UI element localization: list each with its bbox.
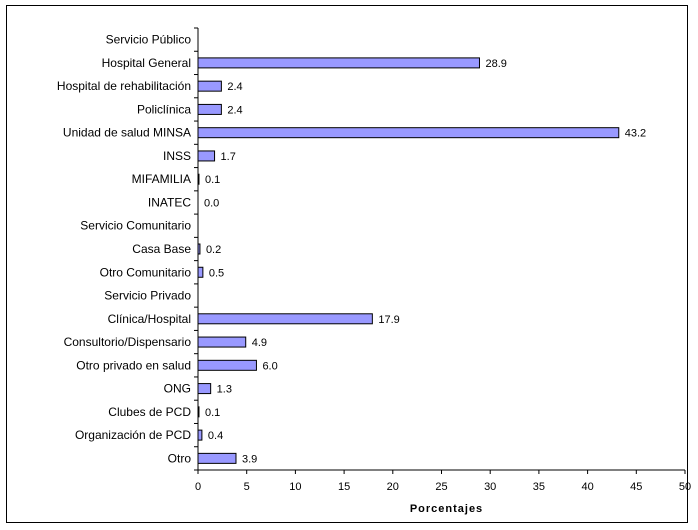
category-label-ong: ONG: [164, 382, 191, 396]
category-label-consultorio-dispensario: Consultorio/Dispensario: [64, 335, 192, 349]
bar-unidad-de-salud-minsa: [197, 127, 620, 139]
x-tick-label-5: 5: [244, 481, 250, 493]
x-tick-label-25: 25: [435, 481, 447, 493]
x-tick-label-20: 20: [387, 481, 399, 493]
x-tick-label-40: 40: [581, 481, 593, 493]
data-label-hospital-general: 28.9: [485, 58, 506, 70]
data-label-clubes-de-pcd: 0.1: [205, 407, 220, 419]
data-label-otro: 3.9: [242, 453, 257, 465]
category-label-organizacion-de-pcd: Organización de PCD: [75, 428, 191, 442]
bars-layer: [197, 57, 620, 464]
category-label-mifamilia: MIFAMILIA: [132, 172, 191, 186]
data-label-unidad-de-salud-minsa: 43.2: [625, 128, 646, 140]
bar-consultorio-dispensario: [197, 336, 247, 348]
category-label-hospital-general: Hospital General: [102, 56, 191, 70]
x-tick-label-15: 15: [338, 481, 350, 493]
data-label-otro-comunitario: 0.5: [209, 267, 224, 279]
data-label-otro-privado-en-salud: 6.0: [262, 360, 277, 372]
x-tick-label-30: 30: [484, 481, 496, 493]
category-label-servicio-publico: Servicio Público: [106, 33, 192, 47]
data-label-ong: 1.3: [217, 384, 232, 396]
x-tick-label-50: 50: [679, 481, 691, 493]
data-label-clinica-hospital: 17.9: [378, 314, 399, 326]
bar-otro-comunitario: [197, 266, 204, 278]
bar-organizacion-de-pcd: [197, 429, 203, 441]
data-label-inatec: 0.0: [204, 197, 219, 209]
bar-clinica-hospital: [197, 313, 373, 325]
category-label-servicio-privado: Servicio Privado: [104, 289, 191, 303]
category-label-inatec: INATEC: [148, 195, 191, 209]
labels-layer: Servicio Público Hospital General 28.9 Hosp…: [57, 33, 691, 493]
data-label-consultorio-dispensario: 4.9: [252, 337, 267, 349]
category-label-otro-comunitario: Otro Comunitario: [100, 265, 192, 279]
category-label-clubes-de-pcd: Clubes de PCD: [108, 405, 191, 419]
bar-otro-privado-en-salud: [197, 359, 257, 371]
data-label-casa-base: 0.2: [206, 244, 221, 256]
category-label-clinica-hospital: Clínica/Hospital: [108, 312, 191, 326]
axes-layer: [194, 27, 686, 474]
chart-frame: [6, 5, 688, 523]
data-label-organizacion-de-pcd: 0.4: [208, 430, 223, 442]
bar-otro: [197, 452, 237, 464]
data-label-inss: 1.7: [221, 151, 236, 163]
category-label-unidad-de-salud-minsa: Unidad de salud MINSA: [63, 126, 191, 140]
x-tick-label-10: 10: [289, 481, 301, 493]
bar-policlinica: [197, 103, 222, 115]
data-label-policlinica: 2.4: [227, 104, 242, 116]
category-label-servicio-comunitario: Servicio Comunitario: [80, 219, 191, 233]
category-label-casa-base: Casa Base: [132, 242, 191, 256]
bar-inss: [197, 150, 216, 162]
category-label-hospital-de-rehabilitacion: Hospital de rehabilitación: [57, 79, 191, 93]
category-label-otro: Otro: [168, 451, 192, 465]
category-label-otro-privado-en-salud: Otro privado en salud: [76, 358, 191, 372]
bar-hospital-de-rehabilitacion: [197, 80, 222, 92]
bar-ong: [197, 383, 212, 395]
category-label-policlinica: Policlínica: [137, 102, 191, 116]
x-tick-label-45: 45: [630, 481, 642, 493]
bar-hospital-general: [197, 57, 480, 69]
data-label-hospital-de-rehabilitacion: 2.4: [227, 81, 242, 93]
category-label-inss: INSS: [163, 149, 191, 163]
x-axis-title: Porcentajes: [410, 503, 483, 515]
x-tick-label-35: 35: [533, 481, 545, 493]
data-label-mifamilia: 0.1: [205, 174, 220, 186]
x-tick-label-0: 0: [195, 481, 201, 493]
